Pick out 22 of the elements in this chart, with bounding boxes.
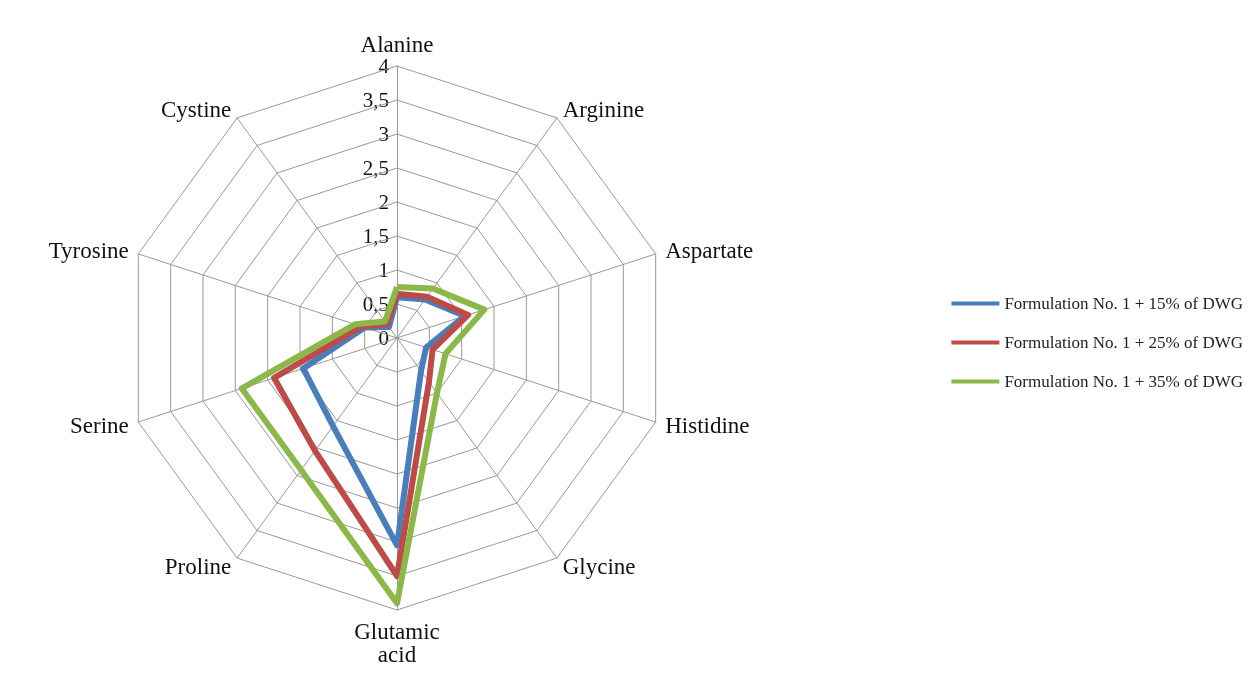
- y-tick-label: 3,5: [362, 88, 389, 112]
- legend-label: Formulation No. 1 + 15% of DWG: [1004, 294, 1243, 313]
- spoke-label: Serine: [70, 412, 129, 438]
- spoke-label: Aspartate: [665, 238, 754, 264]
- y-tick-label: 2,5: [362, 156, 389, 180]
- y-tick-label: 1,5: [362, 224, 389, 248]
- y-tick-label: 2: [378, 190, 389, 214]
- spoke-label: Glutamic acid: [354, 619, 440, 667]
- spoke-label: Alanine: [360, 32, 434, 57]
- spoke-label: Cystine: [160, 97, 232, 123]
- spoke-label: Histidine: [665, 412, 750, 438]
- y-tick-label: 0: [378, 326, 389, 350]
- spoke-label: Glycine: [562, 553, 636, 579]
- y-tick-label: 4: [378, 54, 390, 78]
- y-tick-label: 1: [378, 258, 389, 282]
- legend-label: Formulation No. 1 + 35% of DWG: [1004, 372, 1243, 391]
- spoke-label: Arginine: [562, 97, 645, 123]
- y-tick-label: 3: [378, 122, 389, 146]
- spoke-label: Proline: [164, 553, 232, 579]
- y-tick-label: 0,5: [362, 292, 389, 316]
- legend-label: Formulation No. 1 + 25% of DWG: [1004, 333, 1243, 352]
- spoke-label: Tyrosine: [48, 238, 129, 264]
